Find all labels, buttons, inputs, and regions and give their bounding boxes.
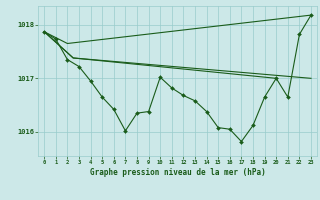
X-axis label: Graphe pression niveau de la mer (hPa): Graphe pression niveau de la mer (hPa) <box>90 168 266 177</box>
